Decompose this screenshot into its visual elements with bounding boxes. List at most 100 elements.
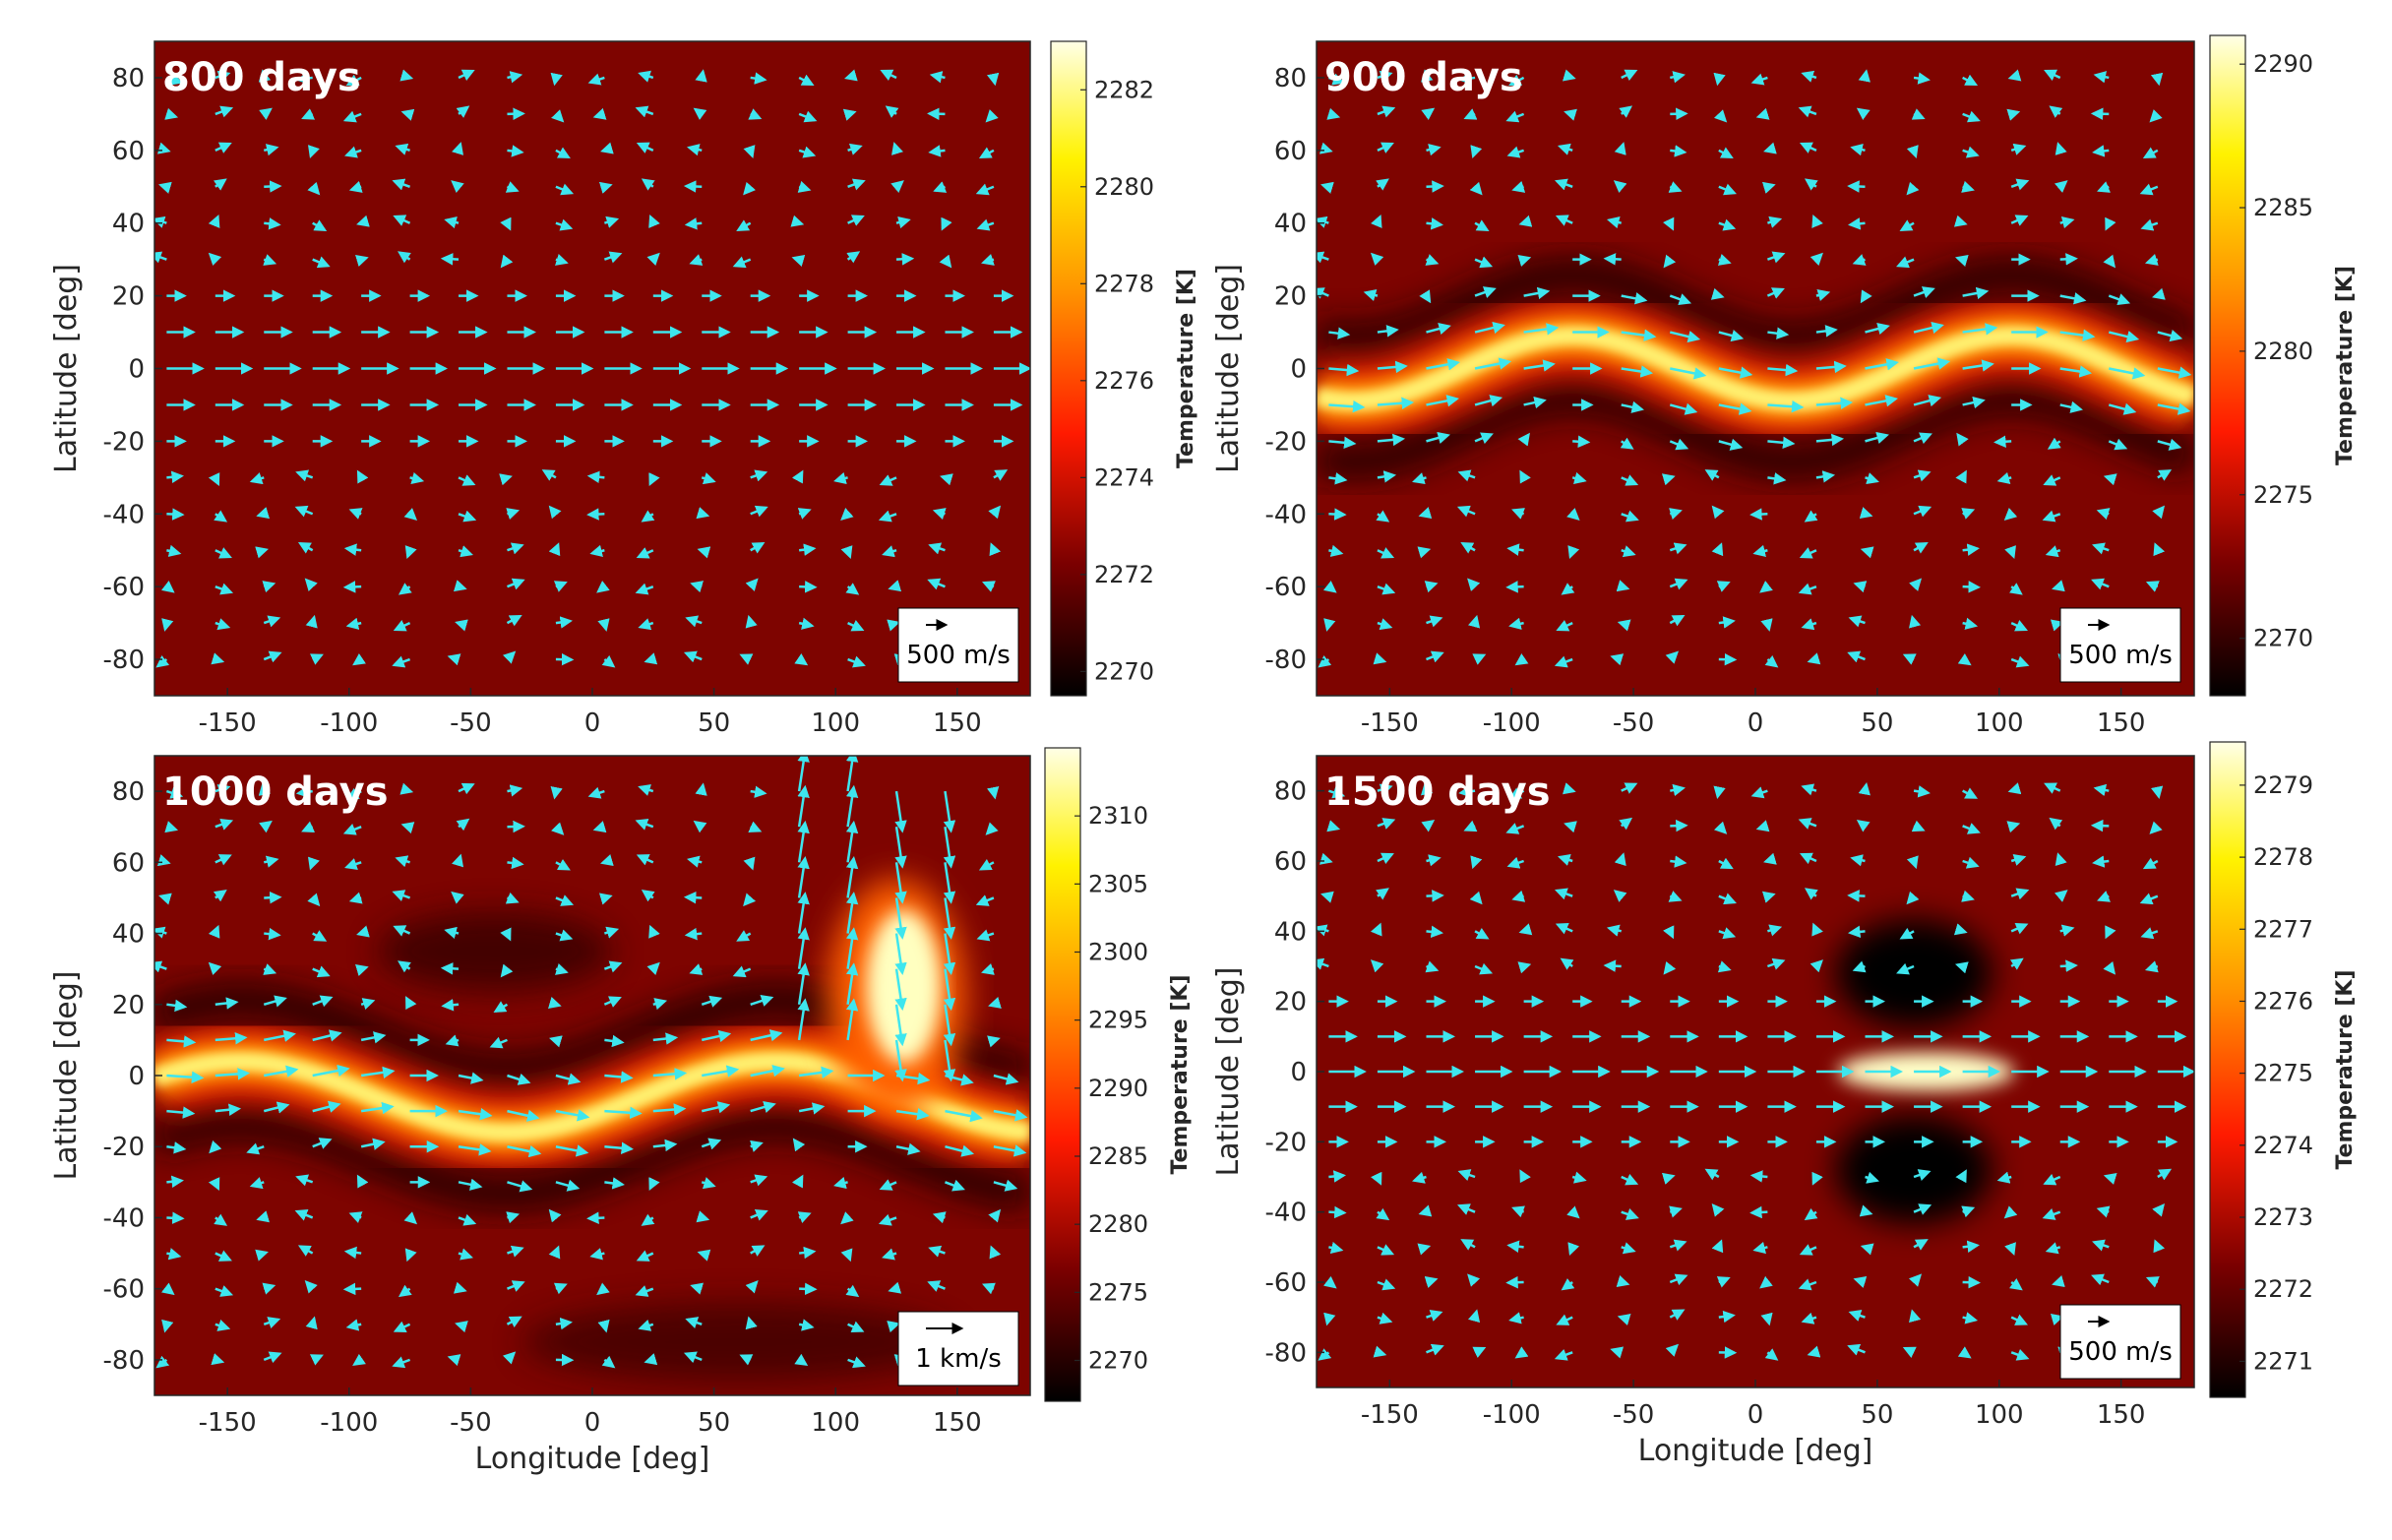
- wind-arrow: [548, 1208, 562, 1223]
- wind-arrow: [1421, 781, 1434, 796]
- wind-arrow: [644, 1353, 658, 1366]
- y-tick-label: -20: [1265, 1128, 1307, 1157]
- wind-arrow: [555, 147, 571, 158]
- wind-arrow: [1425, 960, 1440, 973]
- wind-arrow: [1711, 1203, 1725, 1217]
- wind-arrow: [1711, 505, 1725, 520]
- wind-arrow: [1323, 618, 1336, 632]
- colorbar-tick-label: 2274: [1094, 463, 1154, 491]
- panel-800-days: -150 -100 -50 0 50 100 150 -80 -60 -40 -20 0 20 40 60 8…: [49, 40, 1198, 738]
- wind-arrow: [2059, 400, 2083, 413]
- y-tick-label: -20: [1265, 427, 1307, 457]
- wind-arrow: [1370, 959, 1384, 973]
- wind-arrow: [1763, 142, 1777, 154]
- wind-arrow: [263, 144, 279, 156]
- y-tick-label: -60: [1265, 1268, 1307, 1298]
- wind-arrow: [312, 930, 328, 942]
- wind-arrow: [2059, 924, 2075, 937]
- wind-arrow: [1718, 366, 1753, 379]
- wind-arrow: [1764, 1348, 1779, 1361]
- wind-arrow: [2059, 959, 2078, 972]
- x-tick-label: 0: [584, 1408, 601, 1438]
- wind-arrow: [1425, 254, 1440, 266]
- wind-arrow: [1661, 473, 1676, 486]
- wind-arrow: [1767, 363, 1799, 377]
- wind-arrow: [636, 142, 654, 154]
- wind-arrow: [352, 653, 366, 666]
- wind-arrow: [1377, 852, 1394, 865]
- wind-arrow: [1957, 1346, 1972, 1359]
- y-tick-label: 60: [112, 137, 145, 166]
- y-tick-label: 20: [1274, 282, 1307, 312]
- y-tick-label: 20: [1274, 988, 1307, 1017]
- wind-arrow: [1749, 1205, 1768, 1219]
- wind-arrow: [840, 1211, 854, 1225]
- wind-arrow: [1713, 72, 1726, 87]
- cold-region-south: [521, 1302, 955, 1382]
- wind-arrow: [1616, 580, 1630, 592]
- wind-arrow: [2059, 216, 2075, 229]
- wind-arrow: [1566, 507, 1580, 522]
- wind-arrow: [1913, 542, 1929, 554]
- wind-arrow: [1377, 360, 1408, 374]
- wind-arrow: [1911, 108, 1926, 120]
- wind-arrow: [458, 1108, 493, 1121]
- wind-arrow: [927, 1280, 946, 1292]
- wind-arrow: [1801, 70, 1817, 83]
- y-tick-label: 60: [1274, 137, 1307, 166]
- y-tick-label: 40: [112, 920, 145, 950]
- wind-arrow: [297, 1245, 314, 1257]
- wind-arrow: [748, 108, 763, 120]
- wind-arrow: [745, 578, 759, 591]
- wind-arrow: [2009, 957, 2024, 970]
- wind-arrow: [1760, 618, 1773, 632]
- wind-arrow: [553, 581, 568, 592]
- wind-arrow: [945, 1144, 975, 1157]
- wind-arrow: [1606, 924, 1623, 937]
- wind-arrow: [1669, 438, 1689, 451]
- wind-arrow: [352, 1353, 366, 1367]
- wind-arrow: [1564, 821, 1577, 833]
- wind-vectors: [154, 69, 1030, 668]
- colorbar-tick-label: 2310: [1088, 802, 1148, 830]
- y-tick-label: 40: [112, 210, 145, 239]
- wind-arrow: [1619, 817, 1633, 831]
- wind-arrow: [2045, 1242, 2061, 1255]
- wind-arrow: [603, 926, 620, 939]
- wind-arrow: [259, 107, 273, 120]
- wind-arrow: [1804, 888, 1818, 900]
- wind-arrow: [1426, 925, 1443, 939]
- wind-arrow: [648, 924, 660, 939]
- wind-arrow: [1511, 508, 1525, 520]
- colorbar-tick-label: 2280: [1088, 1210, 1148, 1238]
- plot-area: [154, 41, 1030, 696]
- wind-arrow: [312, 219, 328, 231]
- wind-arrow: [307, 893, 321, 907]
- wind-arrow: [548, 505, 562, 520]
- wind-arrow: [683, 180, 703, 193]
- wind-arrow: [215, 783, 231, 796]
- wind-arrow: [743, 893, 757, 907]
- wind-arrow: [1317, 216, 1329, 228]
- y-tick-label: -80: [103, 646, 145, 675]
- wind-arrow: [2157, 330, 2183, 342]
- wind-arrow: [885, 105, 899, 118]
- wind-arrow: [845, 855, 859, 898]
- wind-arrow: [1317, 287, 1329, 299]
- wind-arrow: [1865, 358, 1899, 371]
- wind-arrow: [1760, 1312, 1773, 1326]
- wind-arrow: [1962, 543, 1980, 556]
- wind-arrow: [1319, 142, 1333, 154]
- wind-arrow: [2149, 821, 2163, 834]
- wind-arrow: [1458, 72, 1476, 85]
- wind-arrow: [1954, 961, 1969, 974]
- wind-arrow: [939, 254, 952, 269]
- wind-arrow: [1755, 820, 1770, 832]
- wind-arrow: [507, 578, 525, 590]
- wind-arrow: [1752, 544, 1768, 557]
- x-tick-label: -150: [1361, 708, 1419, 738]
- wind-arrow: [1426, 1343, 1444, 1356]
- wind-arrow: [1913, 785, 1931, 798]
- wind-arrow: [249, 472, 265, 485]
- colorbar-tick-label: 2300: [1088, 939, 1148, 966]
